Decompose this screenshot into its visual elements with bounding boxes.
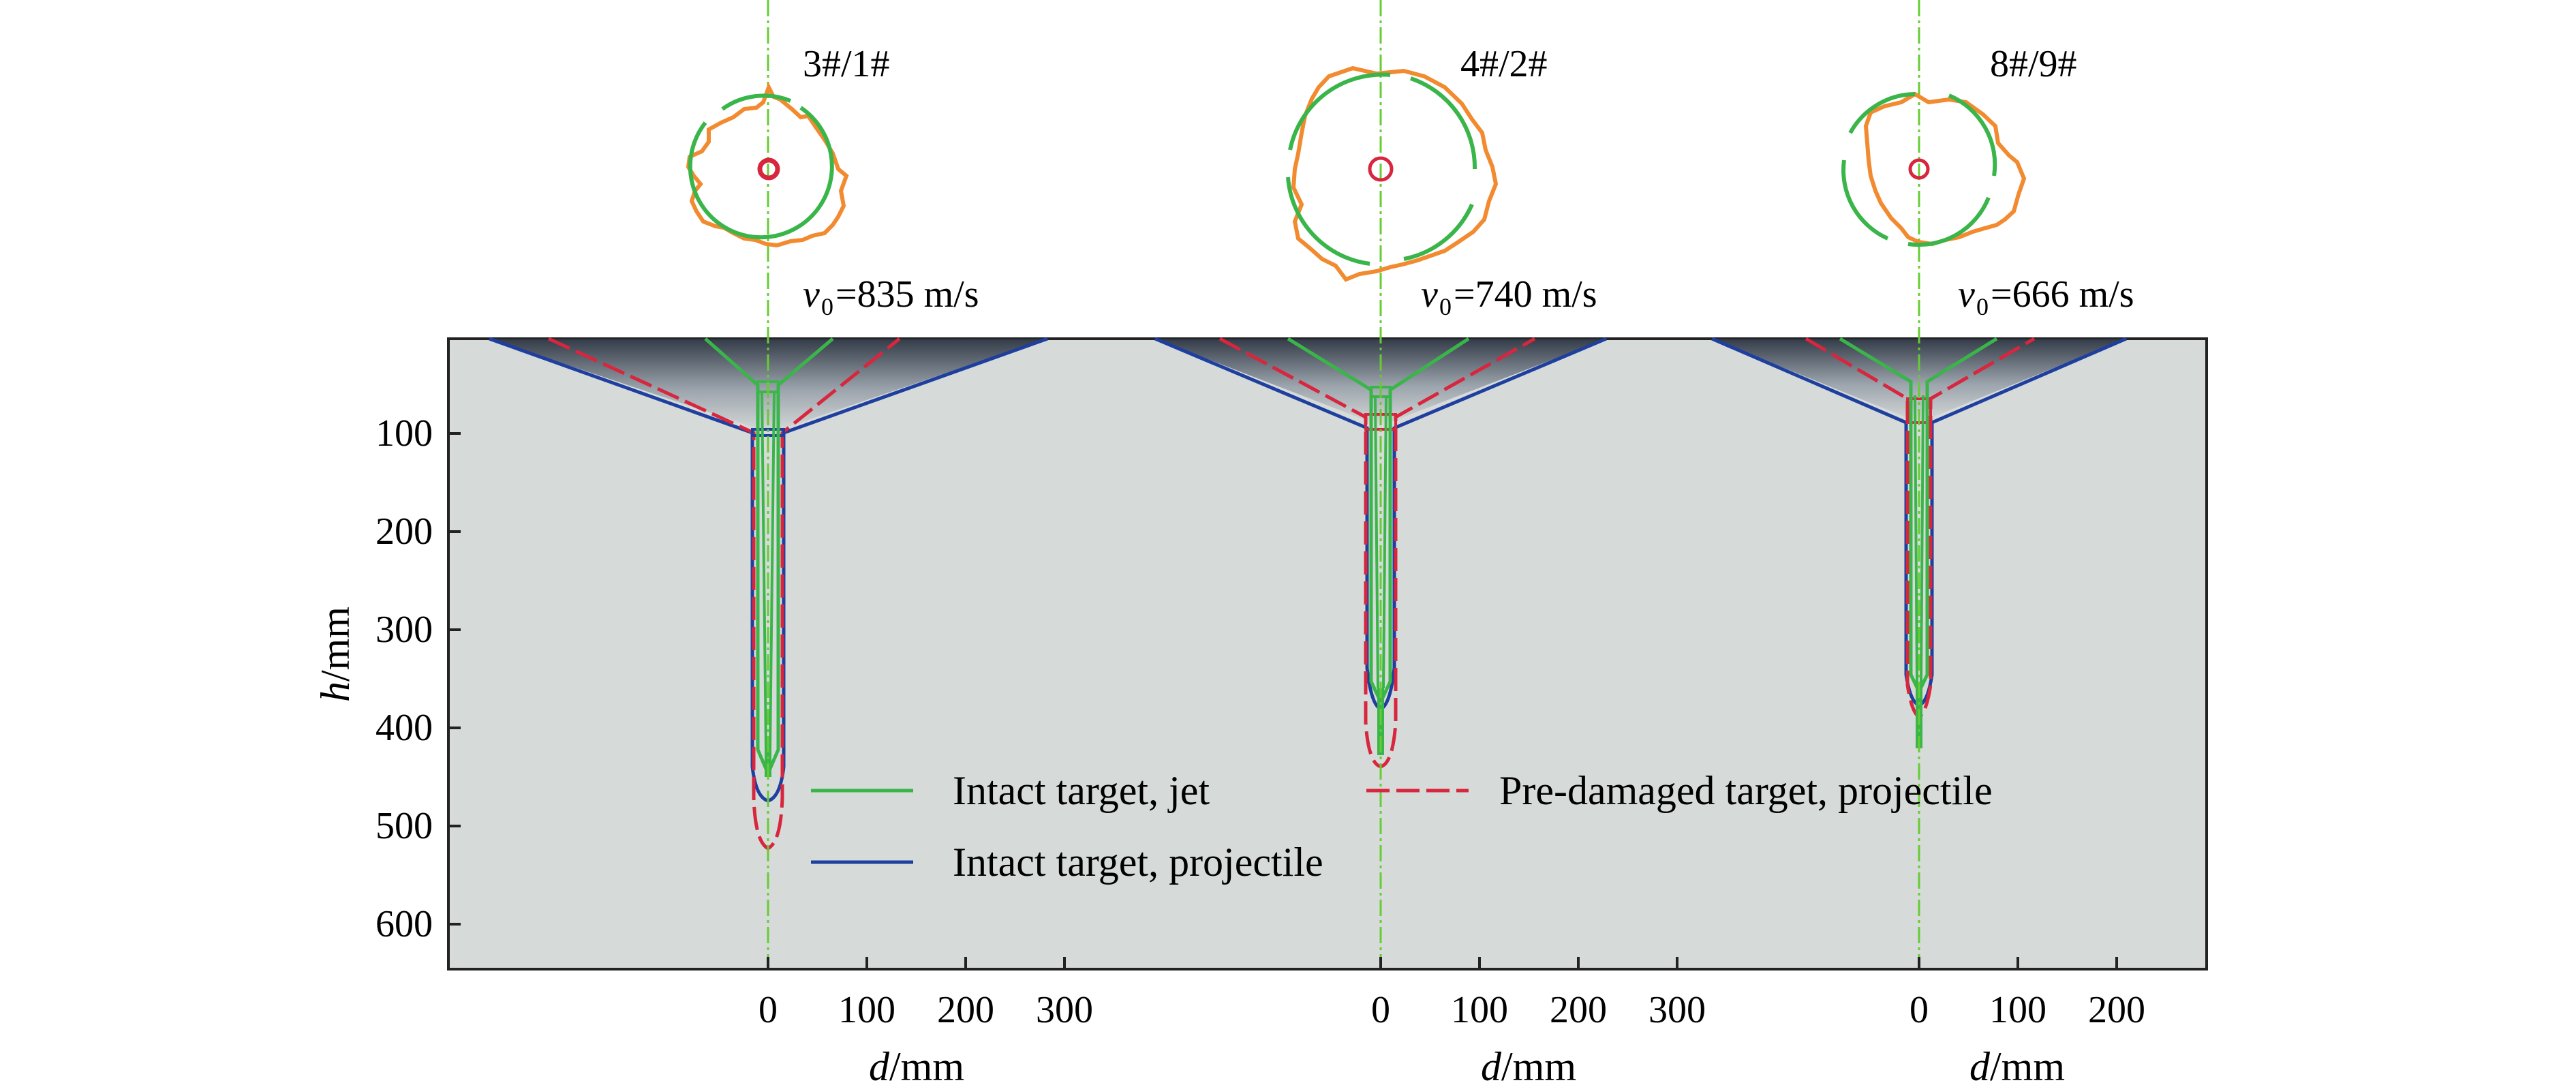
y-tick-label: 600: [375, 903, 433, 945]
jet-core: [1914, 395, 1925, 682]
y-axis-title-unit: /mm: [313, 607, 358, 682]
jet-core: [1374, 396, 1387, 689]
velocity-subscript: 0: [1439, 293, 1452, 320]
x-tick-label: 100: [838, 989, 895, 1031]
crater-shading: [1712, 339, 2126, 423]
legend-label-jet: Intact target, jet: [953, 768, 1210, 813]
x-axis-title-3: d/mm: [1969, 1044, 2065, 1085]
x-tick-label: 200: [937, 989, 994, 1031]
jet-hole-circle: [1286, 72, 1477, 266]
target-block: [447, 337, 2208, 971]
velocity-symbol: v: [1421, 273, 1438, 316]
x-tick-label: 0: [758, 989, 778, 1031]
case-3-label: 8#/9#: [1990, 43, 2077, 85]
legend-label-intact-projectile: Intact target, projectile: [953, 840, 1323, 885]
y-tick-labels: 100 200 300 400 500 600: [375, 412, 433, 945]
jet-core: [761, 391, 776, 750]
velocity-symbol: v: [803, 273, 820, 316]
y-tick-label: 400: [375, 707, 433, 749]
x-tick-label: 200: [1550, 989, 1607, 1031]
hole-section-2: [1286, 65, 1499, 282]
velocity-symbol: v: [1958, 273, 1975, 316]
velocity-label-3: v 0 =666 m/s: [1958, 273, 2134, 320]
centerlines: [767, 0, 1920, 969]
velocity-label-1: v 0 =835 m/s: [803, 273, 979, 320]
hole-contour: [1291, 65, 1499, 282]
velocity-value: =740 m/s: [1454, 273, 1597, 316]
velocity-value: =835 m/s: [835, 273, 979, 316]
y-tick-label: 300: [375, 609, 433, 651]
x-tick-labels: 0 100 200 300 0 100 200 300 0 100 200: [758, 989, 2145, 1031]
projectile-hole-circle: [757, 157, 780, 181]
jet-hole-circle: [688, 93, 834, 240]
hole-section-3: [1841, 91, 2027, 247]
legend: Intact target, jet Pre-damaged target, p…: [811, 768, 1993, 885]
hole-contour: [686, 82, 849, 248]
y-axis-title: h/mm: [313, 607, 358, 702]
svg-text:h/mm: h/mm: [313, 607, 358, 702]
y-tick-label: 100: [375, 412, 433, 455]
x-tick-label: 100: [1989, 989, 2046, 1031]
case-1-label: 3#/1#: [803, 43, 890, 85]
velocity-label-2: v 0 =740 m/s: [1421, 273, 1597, 320]
velocity-value: =666 m/s: [1991, 273, 2134, 316]
x-tick-label: 0: [1371, 989, 1390, 1031]
velocity-subscript: 0: [821, 293, 833, 320]
y-tick-label: 200: [375, 510, 433, 553]
legend-label-pre-damaged: Pre-damaged target, projectile: [1499, 768, 1993, 813]
y-axis-title-italic: h: [313, 682, 358, 702]
velocity-subscript: 0: [1976, 293, 1989, 320]
jet-hole-circle: [1841, 92, 1997, 247]
y-tick-label: 500: [375, 805, 433, 847]
x-axis-title-2: d/mm: [1481, 1044, 1576, 1085]
x-axis-titles: d/mm d/mm d/mm: [869, 1044, 2065, 1085]
x-tick-label: 0: [1910, 989, 1929, 1031]
x-tick-label: 300: [1036, 989, 1093, 1031]
x-tick-label: 300: [1649, 989, 1706, 1031]
hole-section-1: [686, 82, 849, 248]
x-axis-ticks: [767, 957, 2118, 969]
case-2-label: 4#/2#: [1460, 43, 1548, 85]
x-tick-label: 100: [1451, 989, 1508, 1031]
y-axis: [448, 432, 461, 926]
projectile-hole-circle: [1368, 156, 1394, 182]
x-axis-title-1: d/mm: [869, 1044, 964, 1085]
projectile-hole-circle: [1908, 158, 1930, 180]
x-tick-label: 200: [2088, 989, 2145, 1031]
hole-contour: [1863, 91, 2027, 247]
